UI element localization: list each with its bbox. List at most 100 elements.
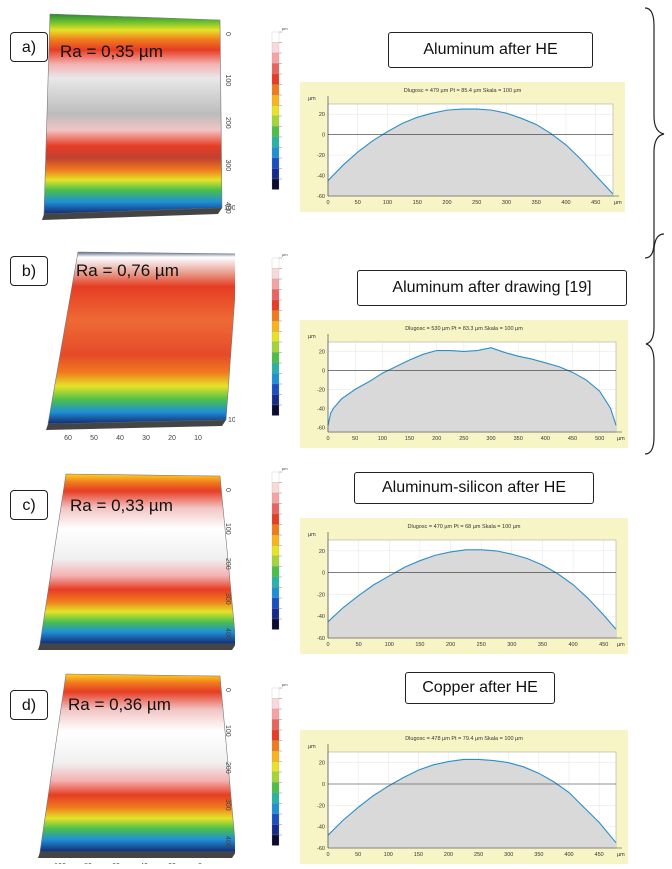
colorbar-swatch — [271, 482, 280, 494]
colorbar-swatch — [271, 576, 280, 588]
panel-a: 0100200300400µm100806040200100µmµma)Ra =… — [0, 0, 672, 232]
x-tick-label: 50 — [355, 852, 361, 858]
x-tick-label: 100 — [384, 852, 393, 858]
y-tick-label: 20 — [319, 549, 325, 555]
x-tick-label: 100 — [378, 436, 387, 442]
profile-chart: Dlugosc = 530 µm Pt = 83.3 µm Skala = 10… — [300, 320, 628, 448]
surface-map-0: 0100200300400µm100806040200100µm — [42, 13, 235, 220]
x-tick-label: 450 — [595, 852, 604, 858]
map-tick-bottom: 80 — [84, 863, 92, 864]
colorbar-swatch — [271, 545, 280, 557]
colorbar-swatch — [271, 94, 280, 106]
profile-chart: Dlugosc = 470 µm Pt = 68 µm Skala = 100 … — [300, 518, 628, 654]
colorbar-unit: µm — [282, 252, 288, 257]
x-unit: µm — [617, 436, 625, 442]
profile-line — [327, 549, 617, 630]
colorbar-swatch — [271, 299, 280, 311]
x-tick-label: 250 — [474, 852, 483, 858]
x-tick-label: 450 — [591, 200, 600, 206]
profile-header: Dlugosc = 470 µm Pt = 68 µm Skala = 100 … — [408, 524, 521, 530]
map-tick-vertical: 100 — [224, 75, 231, 87]
colorbar-swatch — [271, 157, 280, 169]
colorbar-swatch — [271, 740, 280, 752]
y-tick-label: -20 — [317, 387, 325, 393]
y-unit: µm — [308, 96, 316, 102]
x-tick-label: 150 — [415, 642, 424, 648]
map-tick-bottom: 50 — [90, 435, 98, 442]
map-tick-bottom: 10 — [194, 435, 202, 442]
colorbar-swatch — [271, 115, 280, 127]
panel-letter: d) — [10, 690, 48, 720]
y-unit: µm — [308, 334, 316, 340]
panel-title: Aluminum-silicon after HE — [354, 472, 594, 504]
colorbar-2: µm — [271, 466, 288, 630]
map-tick-vertical: 0 — [224, 488, 231, 492]
x-tick-label: 0 — [326, 642, 329, 648]
colorbar-swatch — [271, 824, 280, 836]
colorbar-swatch — [271, 268, 280, 280]
y-tick-label: -60 — [317, 425, 325, 431]
map-tick-bottom: 60 — [112, 863, 120, 864]
colorbar-swatch — [271, 105, 280, 117]
colorbar-swatch — [271, 394, 280, 406]
roughness-label: Ra = 0,36 µm — [68, 695, 171, 714]
colorbar-swatch — [271, 503, 280, 515]
profile-line — [327, 758, 617, 844]
colorbar-swatch — [271, 708, 280, 720]
colorbar-swatch — [271, 147, 280, 159]
x-tick-label: 350 — [538, 642, 547, 648]
y-tick-label: -40 — [317, 614, 325, 620]
panel-b: 0100200300400µm605040302010100µmµmb)Ra =… — [0, 238, 672, 450]
x-unit: µm — [617, 852, 625, 858]
x-tick-label: 100 — [385, 642, 394, 648]
colorbar-swatch — [271, 31, 280, 43]
colorbar-3: µm — [271, 682, 288, 846]
panel-title: Aluminum after HE — [388, 32, 593, 68]
panel-title: Aluminum after drawing [19] — [357, 270, 627, 306]
x-tick-label: 450 — [568, 436, 577, 442]
y-tick-label: 20 — [319, 349, 325, 355]
colorbar-swatch — [271, 341, 280, 353]
x-tick-label: 400 — [564, 852, 573, 858]
x-unit: µm — [614, 200, 622, 206]
colorbar-swatch — [271, 524, 280, 536]
roughness-label: Ra = 0,76 µm — [76, 261, 179, 280]
x-tick-label: 100 — [383, 200, 392, 206]
y-unit: µm — [308, 532, 316, 538]
y-tick-label: -20 — [317, 153, 325, 159]
x-tick-label: 50 — [355, 200, 361, 206]
y-tick-label: 20 — [319, 112, 325, 118]
map-tick-vertical: 200 — [224, 117, 231, 129]
profile-svg: Dlugosc = 478 µm Pt = 79.4 µm Skala = 10… — [308, 736, 625, 858]
x-tick-label: 0 — [326, 852, 329, 858]
y-tick-label: 0 — [322, 782, 325, 788]
map-tick-bottom: 100 — [54, 863, 66, 864]
map-tick-vertical: 0 — [224, 688, 231, 692]
y-tick-label: 0 — [322, 368, 325, 374]
x-tick-label: 350 — [534, 852, 543, 858]
colorbar-swatch — [271, 373, 280, 385]
y-tick-label: 0 — [322, 571, 325, 577]
colorbar-swatch — [271, 471, 280, 483]
x-tick-label: 150 — [405, 436, 414, 442]
x-tick-label: 350 — [514, 436, 523, 442]
colorbar-1: µm — [271, 252, 288, 416]
colorbar-swatch — [271, 289, 280, 301]
colorbar-0: µm — [271, 26, 288, 190]
roughness-label: Ra = 0,33 µm — [70, 496, 173, 515]
y-tick-label: -60 — [317, 194, 325, 200]
right-brace-top — [644, 7, 665, 259]
map-tick-bottom: 60 — [64, 435, 72, 442]
colorbar-swatch — [271, 771, 280, 783]
colorbar-swatch — [271, 597, 280, 609]
colorbar-swatch — [271, 404, 280, 416]
colorbar-swatch — [271, 168, 280, 180]
map-tick-vertical: 200 — [224, 762, 231, 774]
y-unit: µm — [308, 744, 316, 750]
colorbar-swatch — [271, 178, 280, 190]
colorbar-swatch — [271, 813, 280, 825]
map-tick-bottom: 0 — [198, 863, 202, 864]
panel-letter: a) — [10, 32, 48, 62]
profile-chart: Dlugosc = 479 µm Pt = 85.4 µm Skala = 10… — [300, 82, 625, 212]
map-tick-bottom: 40 — [140, 863, 148, 864]
